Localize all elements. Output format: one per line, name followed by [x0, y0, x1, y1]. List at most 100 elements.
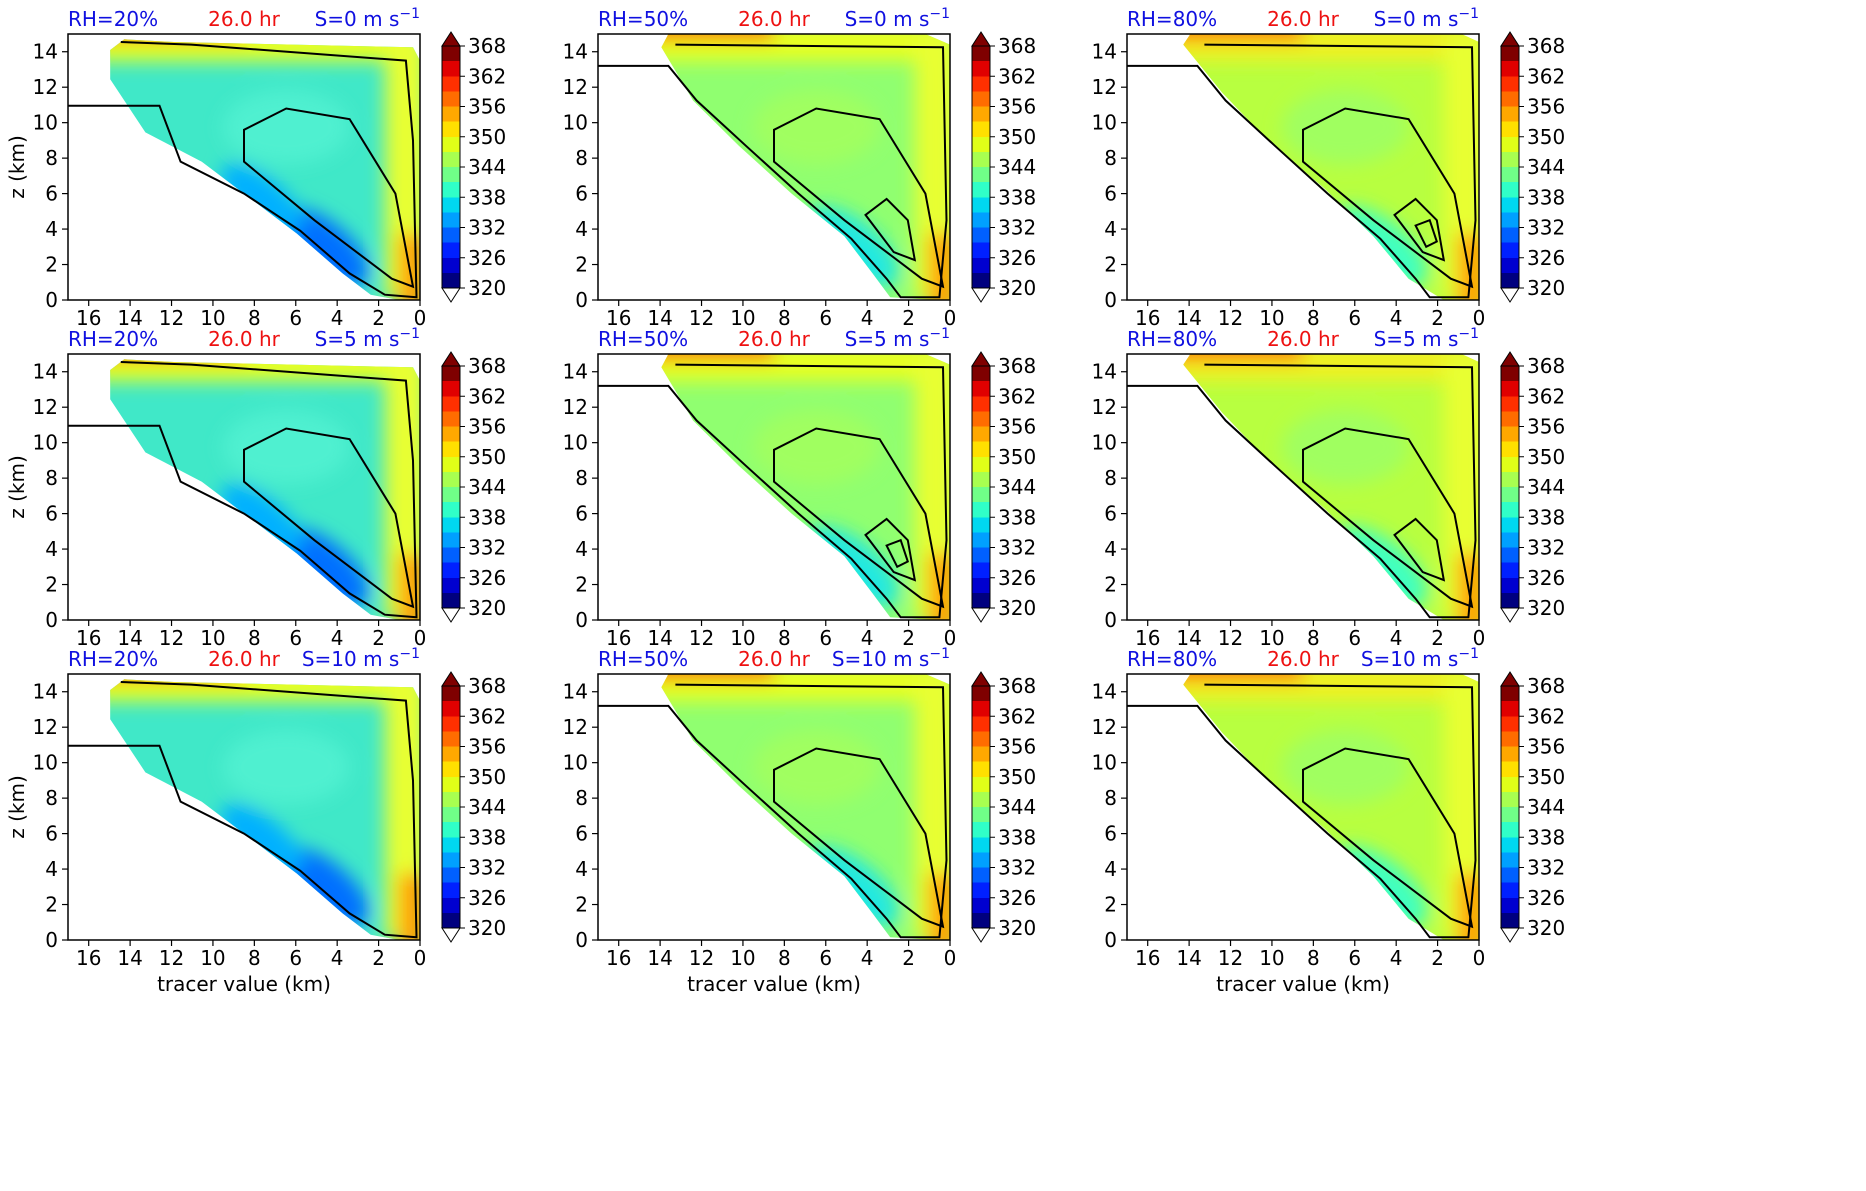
colorbar-max-arrow: [971, 671, 991, 687]
x-tick-label: 14: [117, 626, 142, 650]
x-tick-label: 0: [414, 626, 427, 650]
contour-line: [243, 427, 415, 609]
colorbar-body: [1500, 45, 1520, 289]
colorbar-tick-label: 350: [468, 445, 506, 469]
colorbar-tick-label: 326: [1527, 246, 1565, 270]
x-tick-label: 12: [689, 626, 714, 650]
x-tick-label: 10: [200, 306, 225, 330]
x-tick-label: 0: [1473, 626, 1486, 650]
x-tick-label: 10: [730, 306, 755, 330]
y-tick-label: 6: [575, 502, 588, 526]
shear-exponent: −1: [929, 646, 950, 662]
colorbar-tick-label: 356: [1527, 95, 1565, 119]
shear-exponent: −1: [399, 326, 420, 342]
y-tick-label: 10: [1092, 751, 1117, 775]
x-tick-label: 14: [117, 306, 142, 330]
x-axis-label: tracer value (km): [157, 972, 331, 996]
x-tick-label: 4: [861, 626, 874, 650]
y-tick-label: 14: [563, 360, 588, 384]
colorbar-min-arrow: [971, 927, 991, 943]
colorbar-tick-label: 356: [998, 735, 1036, 759]
colorbar-tick-label: 338: [468, 505, 506, 529]
y-tick-label: 0: [45, 928, 58, 952]
y-tick-label: 4: [575, 537, 588, 561]
shear-text: S=5 m s: [315, 327, 400, 351]
colorbar-tick-label: 338: [1527, 185, 1565, 209]
x-tick-label: 8: [248, 946, 261, 970]
contour-line: [68, 361, 418, 619]
x-tick-label: 14: [647, 306, 672, 330]
contour-line: [1393, 197, 1446, 262]
y-tick-label: 10: [33, 431, 58, 455]
contour-line: [243, 107, 415, 289]
colorbar-tick-label: 332: [1527, 856, 1565, 880]
colorbar-tick-label: 368: [1527, 674, 1565, 698]
y-tick-label: 8: [1104, 466, 1117, 490]
colorbar-tick-label: 338: [468, 825, 506, 849]
colorbar-tick-label: 368: [468, 674, 506, 698]
x-tick-label: 2: [902, 946, 915, 970]
y-tick-label: 2: [575, 253, 588, 277]
x-tick-label: 8: [778, 946, 791, 970]
contour-line: [885, 538, 910, 569]
x-tick-label: 0: [944, 626, 957, 650]
time-label: 26.0 hr: [738, 7, 811, 31]
contour-line: [598, 363, 948, 619]
y-tick-label: 12: [33, 75, 58, 99]
x-tick-label: 12: [159, 306, 184, 330]
y-tick-label: 4: [1104, 217, 1117, 241]
x-tick-label: 8: [778, 626, 791, 650]
colorbar-tick-label: 356: [468, 415, 506, 439]
y-tick-label: 12: [1092, 395, 1117, 419]
y-tick-label: 8: [1104, 786, 1117, 810]
x-tick-label: 0: [414, 946, 427, 970]
y-tick-label: 6: [575, 822, 588, 846]
colorbar-max-arrow: [1500, 351, 1520, 367]
shear-label: S=10 m s−1: [832, 646, 950, 671]
colorbar-tick-label: 320: [468, 916, 506, 940]
contour-line: [864, 197, 917, 262]
x-tick-label: 0: [944, 946, 957, 970]
x-tick-label: 4: [1390, 306, 1403, 330]
contour-line: [598, 683, 948, 939]
x-tick-label: 10: [730, 946, 755, 970]
y-tick-label: 14: [33, 40, 58, 64]
colorbar: 368 362 356 350 344 338 332 326 320: [971, 671, 1036, 943]
colorbar-tick-label: 368: [1527, 354, 1565, 378]
x-tick-label: 10: [1259, 306, 1284, 330]
colorbar-tick-label: 368: [468, 34, 506, 58]
panel-4: RH=20% 26.0 hr S=5 m s−1 16 14 12 10 8 6 4 2 0 0 2 4 6 8…: [5, 326, 506, 650]
y-tick-label: 4: [575, 217, 588, 241]
x-tick-label: 6: [289, 946, 302, 970]
colorbar-min-arrow: [971, 607, 991, 623]
shear-exponent: −1: [929, 326, 950, 342]
colorbar-tick-label: 320: [998, 276, 1036, 300]
rh-label: RH=80%: [1127, 7, 1217, 31]
x-tick-label: 12: [1218, 946, 1243, 970]
x-tick-label: 16: [76, 306, 101, 330]
y-tick-label: 14: [33, 360, 58, 384]
colorbar-tick-label: 356: [998, 415, 1036, 439]
y-tick-label: 2: [1104, 573, 1117, 597]
colorbar-max-arrow: [441, 31, 461, 47]
panel-5: RH=50% 26.0 hr S=5 m s−1 16 14 12 10 8 6 4 2 0 0 2 4 6 8…: [563, 326, 1037, 650]
y-tick-label: 0: [1104, 608, 1117, 632]
colorbar-tick-label: 344: [468, 795, 506, 819]
y-tick-label: 12: [1092, 75, 1117, 99]
y-tick-label: 14: [1092, 360, 1117, 384]
contour-line: [68, 41, 418, 299]
colorbar-tick-label: 368: [468, 354, 506, 378]
colorbar-tick-label: 326: [998, 566, 1036, 590]
x-tick-label: 16: [606, 626, 631, 650]
time-label: 26.0 hr: [738, 327, 811, 351]
contour-line: [864, 517, 917, 582]
shear-exponent: −1: [1458, 646, 1479, 662]
colorbar: 368 362 356 350 344 338 332 326 320: [1500, 31, 1565, 303]
colorbar-tick-label: 362: [998, 384, 1036, 408]
rh-label: RH=20%: [68, 647, 158, 671]
colorbar-tick-label: 338: [998, 505, 1036, 529]
plot-frame: [1126, 33, 1480, 301]
colorbar-tick-label: 350: [998, 125, 1036, 149]
y-tick-label: 8: [45, 786, 58, 810]
y-tick-label: 6: [1104, 822, 1117, 846]
